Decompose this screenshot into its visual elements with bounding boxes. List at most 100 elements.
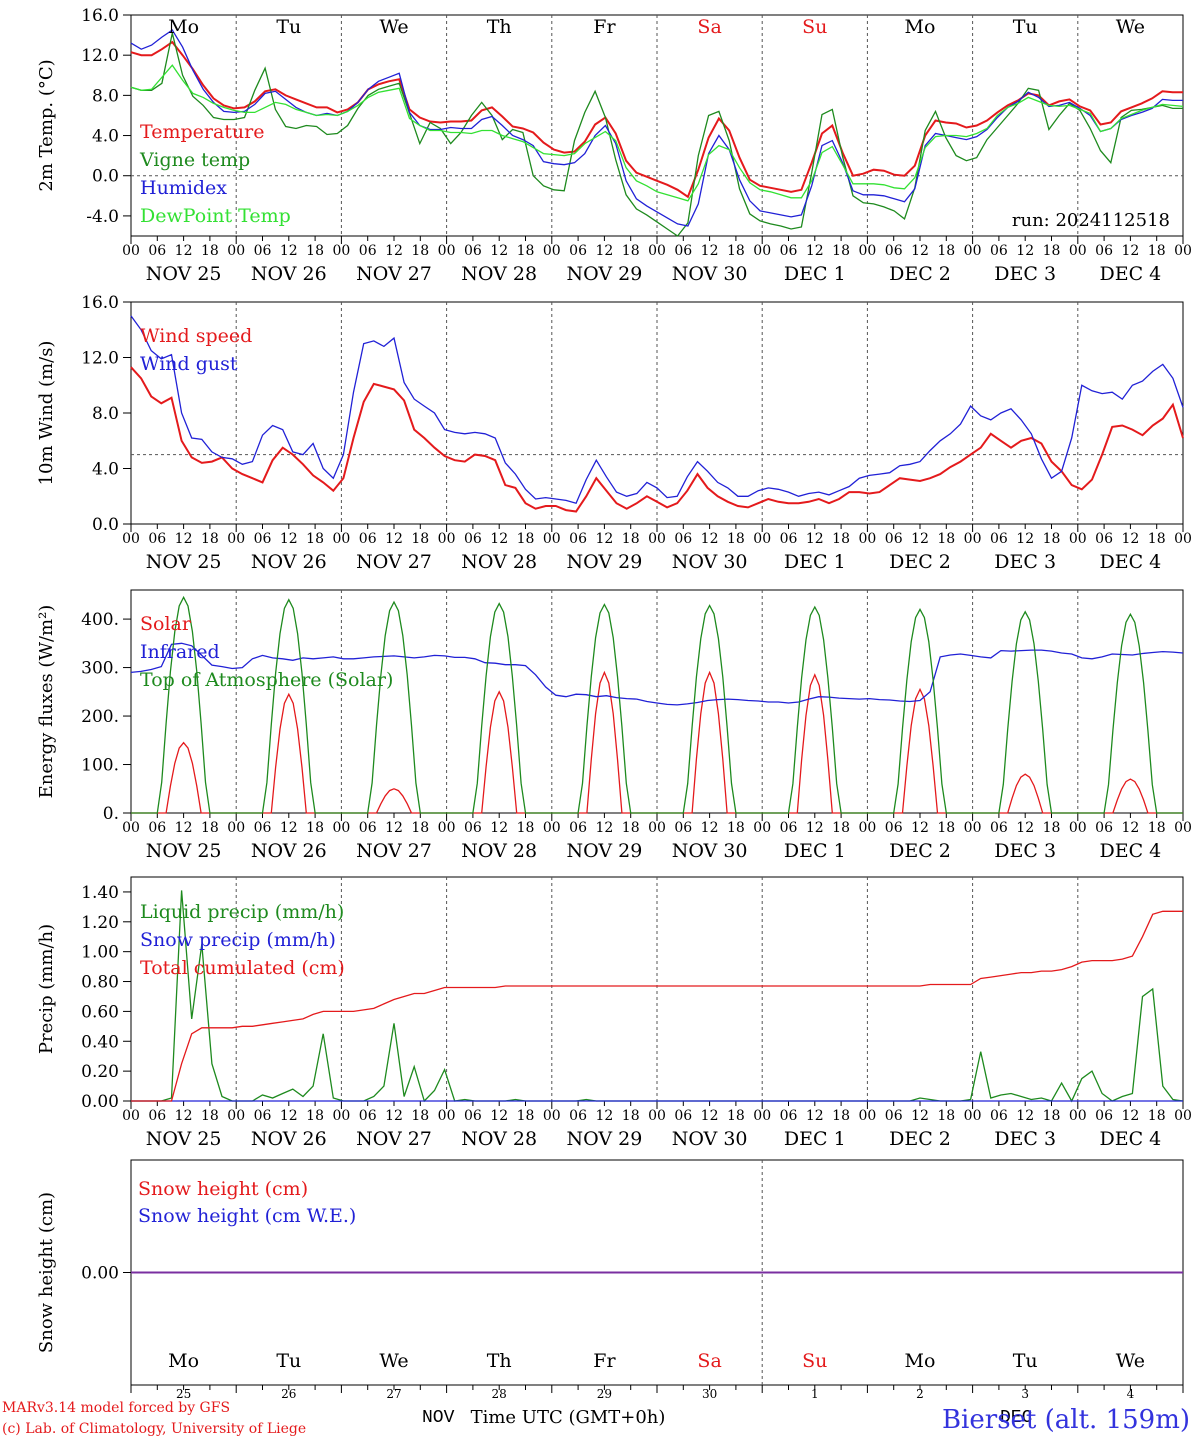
x-hour-label: 18 bbox=[1043, 243, 1061, 259]
x-hour-label: 18 bbox=[622, 243, 640, 259]
x-date-label: DEC 2 bbox=[889, 840, 951, 862]
x-hour-label: 06 bbox=[148, 1108, 166, 1124]
day-name-label: We bbox=[379, 1350, 408, 1372]
x-date-label: DEC 1 bbox=[784, 840, 846, 862]
chart-panels: -4.00.04.08.012.016.02m Temp. (°C)00 06 12… bbox=[36, 6, 1192, 1401]
x-date-label: DEC 1 bbox=[784, 551, 846, 573]
x-hour-label: 18 bbox=[411, 1108, 429, 1124]
x-date-label: NOV 25 bbox=[146, 263, 222, 285]
x-hour-label: 12 bbox=[175, 1108, 193, 1124]
legend-entry: Liquid precip (mm/h) bbox=[140, 901, 344, 923]
x-hour-label: 12 bbox=[385, 243, 403, 259]
legend-entry: Wind gust bbox=[140, 353, 238, 375]
x-hour-label: 06 bbox=[254, 531, 272, 547]
x-hour-label: 12 bbox=[595, 820, 613, 836]
y-axis-label: 2m Temp. (°C) bbox=[36, 59, 57, 191]
panel-5: 0.00 Snow height (cm) Snow height (cm) Snow… bbox=[36, 1159, 1184, 1401]
x-hour-label: 00 bbox=[227, 531, 245, 547]
x-hour-label: 06 bbox=[569, 243, 587, 259]
x-hour-label: 06 bbox=[148, 820, 166, 836]
x-hour-label: 00 bbox=[438, 1108, 456, 1124]
y-tick-label: 0.0 bbox=[92, 515, 119, 535]
x-hour-label: 12 bbox=[490, 243, 508, 259]
day-name-label: Tu bbox=[276, 16, 301, 38]
x-hour-label: 06 bbox=[990, 243, 1008, 259]
legend-entry: Vigne temp bbox=[139, 149, 250, 171]
x-date-label: DEC 2 bbox=[889, 551, 951, 573]
x-hour-label: 12 bbox=[1016, 820, 1034, 836]
x-hour-label: 00 bbox=[858, 1108, 876, 1124]
x-hour-label: 18 bbox=[201, 1108, 219, 1124]
day-number-label: 1 bbox=[811, 1387, 819, 1401]
series-line-temperature bbox=[130, 40, 1183, 199]
x-date-label: NOV 25 bbox=[146, 1128, 222, 1150]
y-tick-label: 200. bbox=[81, 707, 119, 727]
x-hour-label: 00 bbox=[227, 243, 245, 259]
x-hour-label: 00 bbox=[858, 531, 876, 547]
day-name-label: Tu bbox=[1013, 16, 1038, 38]
x-hour-label: 00 bbox=[227, 820, 245, 836]
x-hour-label: 00 bbox=[858, 243, 876, 259]
x-hour-label: 06 bbox=[674, 531, 692, 547]
y-tick-label: 4.0 bbox=[92, 127, 119, 147]
x-date-label: NOV 27 bbox=[356, 551, 432, 573]
x-hour-label: 12 bbox=[175, 243, 193, 259]
day-name-label: We bbox=[1116, 1350, 1145, 1372]
y-tick-label: 1.40 bbox=[81, 883, 119, 903]
x-hour-label: 06 bbox=[359, 531, 377, 547]
legend-entry: Top of Atmosphere (Solar) bbox=[140, 669, 393, 691]
y-tick-label: 16.0 bbox=[81, 6, 119, 26]
x-date-label: DEC 1 bbox=[784, 263, 846, 285]
x-hour-label: 06 bbox=[885, 243, 903, 259]
x-hour-label: 06 bbox=[1095, 820, 1113, 836]
legend-entry: Temperature bbox=[140, 121, 264, 143]
x-hour-label: 06 bbox=[148, 243, 166, 259]
x-hour-label: 00 bbox=[753, 531, 771, 547]
x-hour-label: 06 bbox=[780, 820, 798, 836]
x-hour-label: 18 bbox=[727, 531, 745, 547]
x-hour-label: 06 bbox=[464, 1108, 482, 1124]
day-name-label: We bbox=[1116, 16, 1145, 38]
x-hour-label: 00 bbox=[1174, 1108, 1192, 1124]
y-tick-label: 8.0 bbox=[92, 404, 119, 424]
x-hour-label: 00 bbox=[122, 243, 140, 259]
x-hour-label: 12 bbox=[701, 531, 719, 547]
x-hour-label: 18 bbox=[1148, 1108, 1166, 1124]
x-date-label: NOV 29 bbox=[566, 263, 642, 285]
x-hour-label: 12 bbox=[911, 531, 929, 547]
x-hour-label: 00 bbox=[1069, 531, 1087, 547]
x-hour-label: 06 bbox=[990, 820, 1008, 836]
x-hour-label: 06 bbox=[569, 820, 587, 836]
y-axis-label: Precip (mm/h) bbox=[36, 924, 57, 1054]
x-hour-label: 12 bbox=[701, 820, 719, 836]
x-hour-label: 12 bbox=[175, 531, 193, 547]
footer-lab-credit: (c) Lab. of Climatology, University of L… bbox=[2, 1421, 306, 1437]
y-tick-label: 0. bbox=[103, 804, 119, 824]
x-hour-label: 00 bbox=[543, 820, 561, 836]
x-hour-label: 12 bbox=[1016, 531, 1034, 547]
x-hour-label: 00 bbox=[122, 820, 140, 836]
x-hour-label: 18 bbox=[411, 531, 429, 547]
day-name-label: Tu bbox=[1013, 1350, 1038, 1372]
x-hour-label: 06 bbox=[1095, 243, 1113, 259]
x-hour-label: 12 bbox=[385, 531, 403, 547]
x-hour-label: 06 bbox=[464, 531, 482, 547]
x-hour-label: 00 bbox=[753, 1108, 771, 1124]
x-hour-label: 12 bbox=[1121, 1108, 1139, 1124]
x-hour-label: 12 bbox=[280, 243, 298, 259]
day-number-label: 25 bbox=[176, 1387, 191, 1401]
y-axis-label: 10m Wind (m/s) bbox=[36, 341, 57, 486]
x-date-label: DEC 4 bbox=[1100, 840, 1162, 862]
legend-entry: Infrared bbox=[140, 641, 220, 663]
legend-entry: Wind speed bbox=[140, 325, 252, 347]
x-hour-label: 06 bbox=[359, 243, 377, 259]
x-date-label: NOV 30 bbox=[672, 551, 748, 573]
series-line-infrared bbox=[130, 642, 1184, 706]
x-hour-label: 18 bbox=[517, 820, 535, 836]
x-hour-label: 12 bbox=[1121, 820, 1139, 836]
x-hour-label: 18 bbox=[727, 820, 745, 836]
x-date-label: NOV 30 bbox=[672, 263, 748, 285]
x-date-label: NOV 28 bbox=[461, 1128, 537, 1150]
x-date-label: NOV 26 bbox=[251, 840, 327, 862]
